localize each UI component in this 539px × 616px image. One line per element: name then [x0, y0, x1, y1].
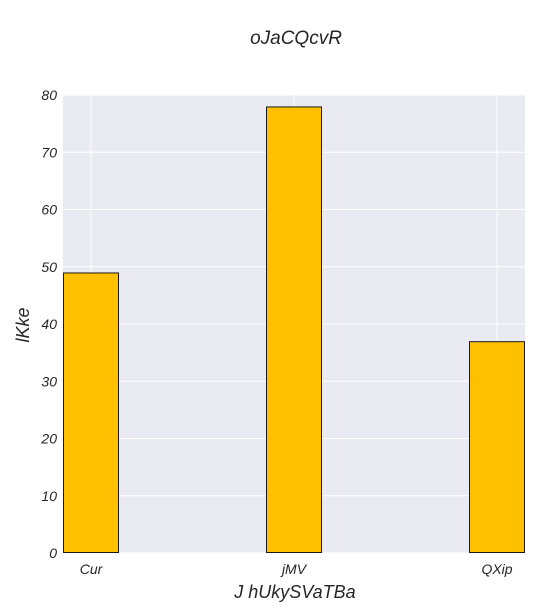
y-tick-label: 10: [41, 488, 57, 504]
x-tick-label: jMV: [280, 561, 308, 577]
x-axis-label: J hUkySVaTBa: [233, 582, 355, 602]
y-tick-label: 20: [40, 431, 57, 447]
y-tick-label: 60: [41, 202, 57, 218]
y-tick-label: 0: [49, 545, 57, 561]
y-tick-label: 40: [41, 316, 57, 332]
x-tick-label: QXip: [481, 561, 512, 577]
y-axis-ticks: 0 10 20 30 40 50 60 70 80: [40, 87, 57, 561]
chart-title: oJaCQcvR: [250, 28, 342, 49]
x-axis-ticks: Cur jMV QXip: [80, 561, 513, 577]
y-tick-label: 50: [41, 259, 57, 275]
bar-jMV: [267, 107, 322, 553]
bar-Cur: [64, 273, 119, 553]
y-axis-label: lKke: [13, 307, 33, 342]
y-tick-label: 30: [41, 373, 57, 389]
y-tick-label: 80: [41, 87, 57, 103]
y-tick-label: 70: [41, 144, 57, 160]
bar-QXip: [470, 342, 525, 553]
x-tick-label: Cur: [80, 561, 104, 577]
